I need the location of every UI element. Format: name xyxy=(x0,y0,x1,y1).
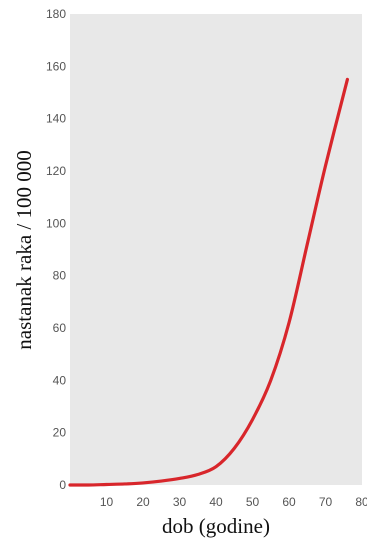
y-tick-label: 100 xyxy=(46,216,66,230)
x-axis-ticks: 10 20 30 40 50 60 70 80 xyxy=(100,495,367,509)
y-tick-label: 40 xyxy=(53,373,67,387)
x-tick-label: 10 xyxy=(100,495,114,509)
x-tick-label: 30 xyxy=(173,495,187,509)
y-tick-label: 80 xyxy=(53,269,67,283)
plot-background xyxy=(70,14,362,485)
x-tick-label: 20 xyxy=(136,495,150,509)
x-tick-label: 40 xyxy=(209,495,223,509)
y-axis-ticks: 0 20 40 60 80 100 120 140 160 180 xyxy=(46,7,66,492)
x-tick-label: 50 xyxy=(246,495,260,509)
x-axis-label: dob (godine) xyxy=(162,514,270,538)
y-tick-label: 140 xyxy=(46,112,66,126)
y-tick-label: 0 xyxy=(59,478,66,492)
y-tick-label: 160 xyxy=(46,59,66,73)
x-tick-label: 60 xyxy=(282,495,296,509)
series-line xyxy=(68,77,349,487)
x-tick-label: 80 xyxy=(355,495,367,509)
y-tick-label: 20 xyxy=(53,426,67,440)
x-tick-label: 70 xyxy=(319,495,333,509)
y-tick-label: 120 xyxy=(46,164,66,178)
y-tick-label: 60 xyxy=(53,321,67,335)
y-axis-label: nastanak raka / 100 000 xyxy=(12,150,36,349)
y-tick-label: 180 xyxy=(46,7,66,21)
